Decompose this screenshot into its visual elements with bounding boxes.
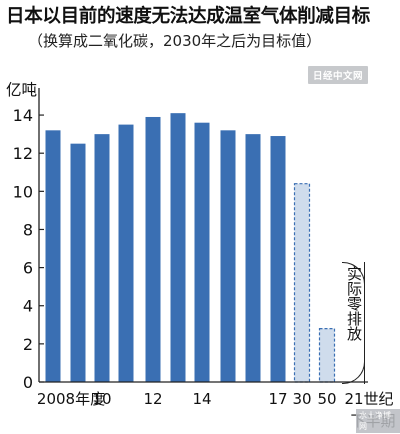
bar-2015 — [220, 130, 236, 382]
bar-group — [45, 113, 336, 383]
x-tick-label: 50 — [317, 390, 336, 408]
bar-2016 — [245, 134, 261, 382]
bar-2011 — [118, 124, 134, 382]
chart-subtitle: （换算成二氧化碳，2030年之后为目标值） — [28, 32, 322, 50]
y-tick-label: 0 — [23, 373, 33, 392]
chart-title: 日本以目前的速度无法达成温室气体削减目标 — [6, 6, 371, 27]
bar-2013 — [170, 113, 186, 382]
x-axis: 2008年度10121417305021世纪下半期 — [37, 381, 396, 430]
y-tick-label: 14 — [13, 106, 33, 125]
x-tick-label: 2008年度 — [37, 390, 105, 408]
y-tick-label: 6 — [23, 259, 33, 278]
y-axis-unit-label: 亿吨 — [6, 81, 38, 99]
x-tick-label-century: 21世纪 — [344, 390, 393, 408]
x-tick-label: 30 — [292, 390, 311, 408]
bar-2010 — [94, 134, 110, 382]
bar-2017 — [270, 136, 286, 382]
y-tick-label: 4 — [23, 297, 33, 316]
annotation-bracket — [342, 262, 365, 384]
bar-2009 — [70, 143, 86, 382]
y-axis: 0 2 4 6 8 10 12 14 — [13, 88, 44, 392]
watermark-logo: 日经中文网 — [308, 66, 369, 84]
target-bar-2030 — [293, 183, 311, 383]
y-tick-label: 8 — [23, 220, 33, 239]
bar-2008 — [45, 130, 61, 382]
x-tick-label: 12 — [143, 390, 162, 408]
target-bar-2050 — [318, 328, 336, 383]
y-tick-label: 12 — [13, 144, 33, 163]
y-tick-label: 10 — [13, 182, 33, 201]
x-tick-label: 14 — [192, 390, 211, 408]
corner-watermark: 水土净博网 — [356, 409, 400, 433]
y-tick-label: 2 — [23, 335, 33, 354]
x-tick-label: 17 — [268, 390, 287, 408]
x-tick-label: 10 — [92, 390, 111, 408]
bar-2014 — [194, 122, 210, 383]
annotation-label: 实际零排放 — [345, 266, 363, 341]
bar-2012 — [145, 116, 161, 383]
